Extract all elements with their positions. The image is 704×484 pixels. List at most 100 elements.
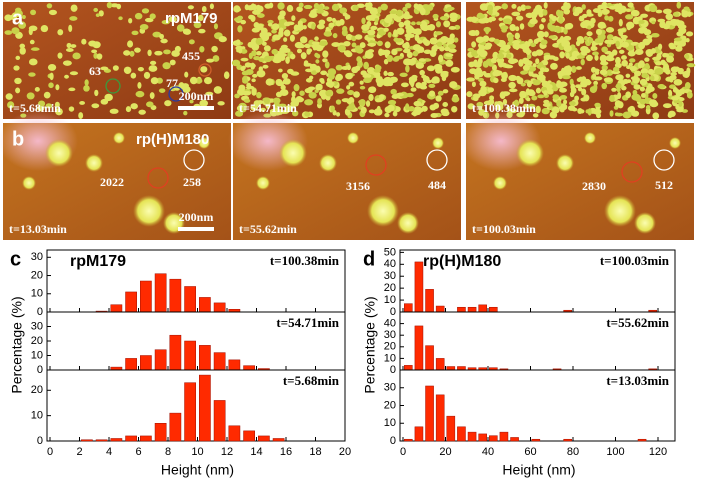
blob — [85, 154, 103, 172]
grain — [346, 105, 356, 111]
grain — [213, 23, 218, 30]
grain — [354, 65, 361, 72]
grain — [471, 81, 476, 88]
bar — [425, 385, 434, 442]
grain — [502, 98, 508, 106]
grain — [69, 71, 79, 76]
grain — [134, 12, 143, 20]
y-tick-label: 10 — [31, 349, 43, 361]
grain — [451, 105, 458, 113]
grain — [603, 77, 613, 83]
grain — [305, 78, 313, 83]
grain — [96, 53, 103, 60]
bar — [478, 433, 487, 442]
grain — [515, 26, 520, 32]
grain — [561, 75, 571, 80]
grain — [339, 18, 345, 26]
x-tick-label: 0 — [47, 446, 53, 458]
grain — [507, 58, 517, 65]
grain — [354, 45, 362, 52]
grain — [413, 100, 422, 107]
grain — [406, 92, 414, 98]
grain — [423, 49, 432, 54]
grain — [501, 3, 509, 10]
grain — [304, 87, 313, 94]
grain — [410, 21, 416, 26]
grain — [579, 109, 585, 114]
grain — [570, 83, 576, 91]
grain — [537, 94, 545, 99]
grain — [439, 46, 445, 52]
grain — [482, 44, 492, 50]
grain — [323, 31, 333, 37]
grain — [490, 57, 497, 64]
grain — [205, 91, 214, 96]
grain — [563, 27, 568, 35]
grain — [272, 34, 281, 41]
grain — [303, 62, 313, 67]
grain — [100, 66, 109, 71]
grain — [171, 50, 180, 57]
grain — [161, 19, 170, 25]
grain — [604, 15, 610, 21]
grain — [525, 50, 531, 56]
grain — [279, 10, 286, 17]
scale-bar — [178, 106, 214, 110]
grain — [279, 54, 286, 61]
grain — [680, 35, 687, 40]
grain — [644, 57, 650, 62]
grain — [446, 37, 455, 45]
grain — [393, 14, 400, 22]
grain — [359, 85, 366, 90]
bar — [435, 305, 445, 313]
grain — [4, 30, 13, 35]
grain — [620, 34, 628, 39]
grain — [295, 96, 305, 103]
grain — [296, 48, 303, 54]
bar — [81, 439, 93, 442]
bar — [563, 438, 572, 442]
grain — [384, 112, 390, 118]
particle-label: 77 — [166, 76, 178, 90]
grain — [336, 88, 345, 94]
grain — [146, 101, 154, 108]
bar — [457, 366, 466, 371]
grain — [21, 14, 26, 20]
grain — [476, 101, 484, 108]
grain — [444, 46, 451, 52]
grain — [271, 23, 280, 31]
time-annotation: t=13.03min — [606, 373, 669, 388]
grain — [650, 47, 656, 54]
grain — [601, 46, 608, 53]
grain — [665, 13, 673, 21]
grain — [200, 66, 208, 73]
grain — [552, 94, 560, 100]
grain — [639, 78, 648, 86]
grain — [516, 15, 524, 21]
grain — [158, 88, 166, 93]
grain — [261, 33, 270, 42]
grain — [581, 88, 587, 96]
grain — [662, 23, 670, 30]
grain — [369, 7, 379, 16]
grain — [197, 14, 204, 22]
grain — [162, 62, 171, 70]
grain — [571, 107, 578, 112]
particle-label: 63 — [89, 64, 101, 78]
grain — [405, 103, 410, 111]
blob — [397, 212, 419, 234]
grain — [400, 82, 409, 88]
grain — [285, 56, 290, 64]
grain — [503, 44, 511, 50]
y-tick-label: 20 — [31, 269, 43, 281]
x-tick-label: 18 — [309, 446, 321, 458]
bar — [425, 345, 434, 371]
grain — [631, 110, 640, 117]
bar — [199, 374, 211, 442]
grain — [511, 3, 517, 9]
grain — [687, 11, 692, 18]
grain — [62, 60, 72, 66]
grain — [620, 41, 630, 48]
grain — [98, 10, 104, 17]
